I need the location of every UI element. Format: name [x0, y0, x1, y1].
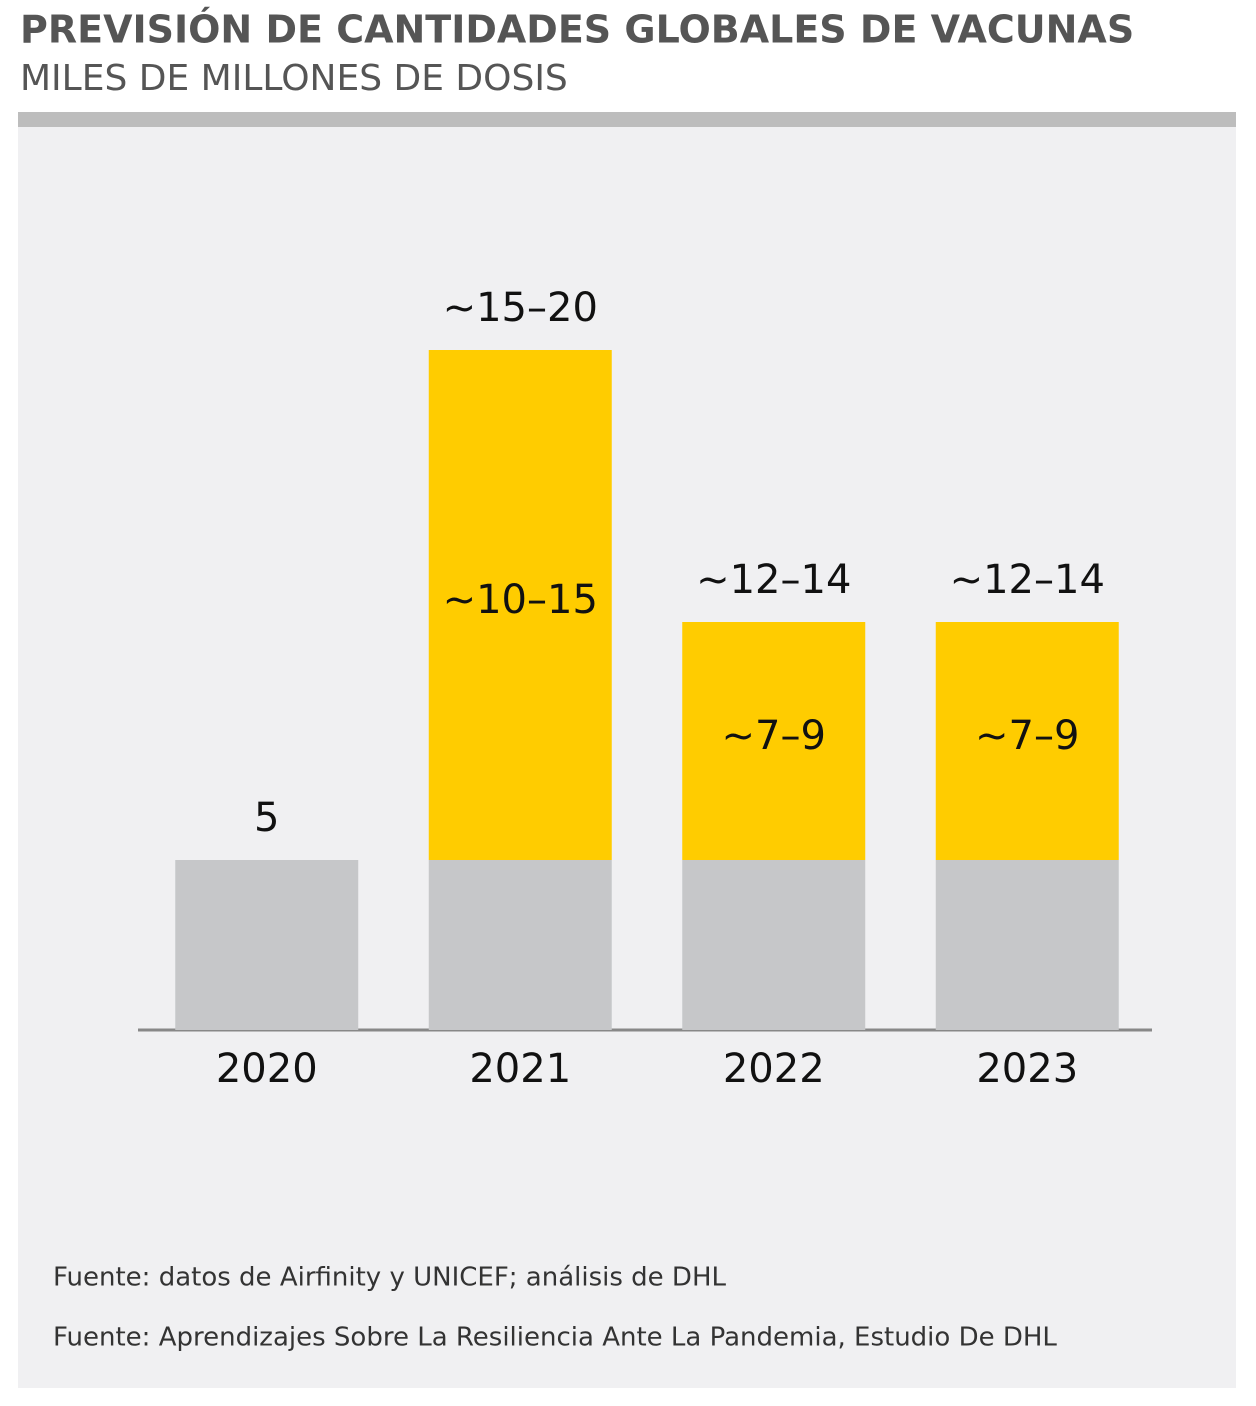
segment-label: ~7–9 [975, 713, 1079, 759]
x-tick-label: 2020 [216, 1046, 318, 1092]
total-label: 5 [254, 795, 279, 841]
source-note: Fuente: Aprendizajes Sobre La Resilienci… [53, 1323, 1057, 1353]
chart-title: PREVISIÓN DE CANTIDADES GLOBALES DE VACU… [20, 8, 1134, 52]
total-label: ~12–14 [696, 557, 851, 603]
bar-segment [935, 860, 1119, 1030]
bar-segment [935, 622, 1119, 860]
x-tick-label: 2022 [723, 1046, 825, 1092]
x-tick-label: 2021 [469, 1046, 571, 1092]
bar-segment [428, 860, 612, 1030]
total-label: ~15–20 [443, 285, 598, 331]
header-rule [18, 112, 1236, 127]
total-label: ~12–14 [950, 557, 1105, 603]
bar-segment [175, 860, 359, 1030]
segment-label: ~7–9 [722, 713, 826, 759]
segment-label: ~10–15 [443, 577, 598, 623]
bar-segment [682, 860, 866, 1030]
chart-subtitle: MILES DE MILLONES DE DOSIS [20, 58, 568, 99]
x-tick-label: 2023 [976, 1046, 1078, 1092]
bar-segment [428, 350, 612, 860]
source-note: Fuente: datos de Airfinity y UNICEF; aná… [53, 1263, 727, 1293]
bar-segment [682, 622, 866, 860]
